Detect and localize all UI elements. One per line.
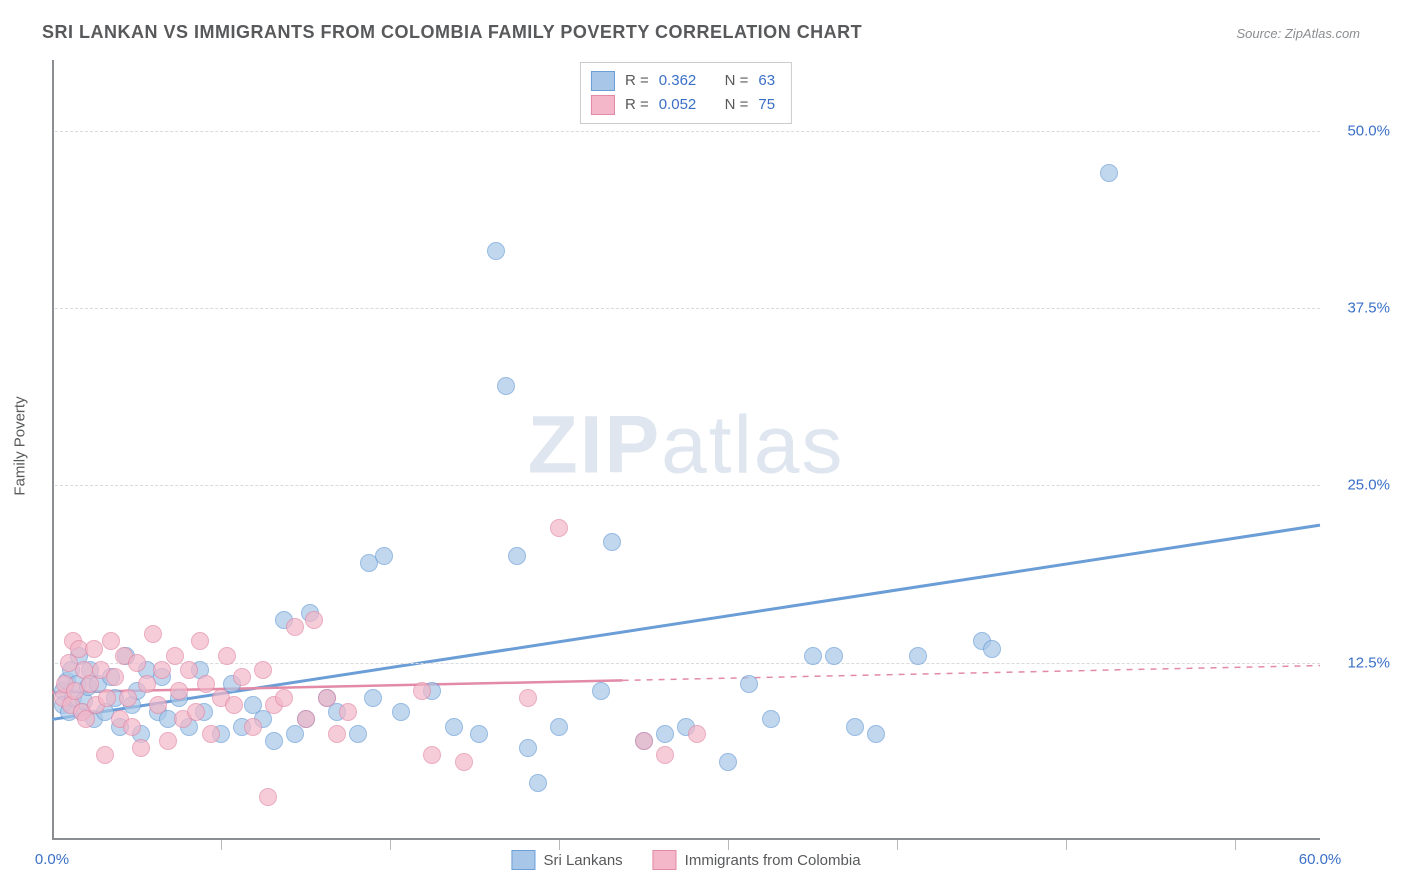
data-point-sri	[592, 682, 610, 700]
x-tick	[390, 840, 391, 850]
data-point-col	[286, 618, 304, 636]
data-point-sri	[265, 732, 283, 750]
data-point-col	[123, 718, 141, 736]
data-point-col	[218, 647, 236, 665]
data-point-sri	[983, 640, 1001, 658]
data-point-col	[656, 746, 674, 764]
data-point-sri	[508, 547, 526, 565]
plot-area: ZIPatlas R = 0.362 N = 63 R = 0.052 N = …	[52, 60, 1320, 840]
gridline	[55, 308, 1320, 309]
data-point-col	[96, 746, 114, 764]
x-tick	[1235, 840, 1236, 850]
data-point-col	[455, 753, 473, 771]
data-point-sri	[656, 725, 674, 743]
x-tick	[728, 840, 729, 850]
data-point-sri	[392, 703, 410, 721]
data-point-sri	[603, 533, 621, 551]
y-tick-label: 12.5%	[1330, 654, 1390, 671]
x-tick	[221, 840, 222, 850]
data-point-sri	[349, 725, 367, 743]
data-point-col	[149, 696, 167, 714]
x-tick	[559, 840, 560, 850]
series-legend-col: Immigrants from Colombia	[653, 850, 861, 870]
y-tick-label: 37.5%	[1330, 300, 1390, 317]
x-tick	[1066, 840, 1067, 850]
data-point-col	[305, 611, 323, 629]
x-min-label: 0.0%	[35, 851, 69, 868]
series-legend: Sri Lankans Immigrants from Colombia	[511, 850, 860, 870]
data-point-col	[688, 725, 706, 743]
data-point-sri	[375, 547, 393, 565]
data-point-col	[191, 632, 209, 650]
data-point-col	[233, 668, 251, 686]
data-point-sri	[497, 377, 515, 395]
x-tick	[897, 840, 898, 850]
data-point-col	[275, 689, 293, 707]
gridline	[55, 663, 1320, 664]
data-point-col	[202, 725, 220, 743]
data-point-sri	[529, 774, 547, 792]
data-point-col	[138, 675, 156, 693]
data-point-sri	[364, 689, 382, 707]
series-swatch-col	[653, 850, 677, 870]
data-point-col	[197, 675, 215, 693]
data-point-sri	[487, 242, 505, 260]
y-tick-label: 25.0%	[1330, 477, 1390, 494]
data-point-col	[128, 654, 146, 672]
data-point-col	[170, 682, 188, 700]
trend-line-col-dashed	[623, 666, 1320, 681]
y-axis-label: Family Poverty	[12, 396, 29, 495]
data-point-col	[159, 732, 177, 750]
data-point-sri	[825, 647, 843, 665]
data-point-col	[328, 725, 346, 743]
data-point-col	[244, 718, 262, 736]
data-point-sri	[719, 753, 737, 771]
data-point-sri	[740, 675, 758, 693]
data-point-col	[119, 689, 137, 707]
data-point-col	[259, 788, 277, 806]
data-point-col	[180, 661, 198, 679]
data-point-sri	[867, 725, 885, 743]
data-point-col	[85, 640, 103, 658]
data-point-col	[132, 739, 150, 757]
chart-title: SRI LANKAN VS IMMIGRANTS FROM COLOMBIA F…	[42, 22, 862, 43]
data-point-col	[98, 689, 116, 707]
data-point-col	[254, 661, 272, 679]
data-point-col	[225, 696, 243, 714]
gridline	[55, 485, 1320, 486]
data-point-col	[339, 703, 357, 721]
data-point-sri	[470, 725, 488, 743]
source-attribution: Source: ZipAtlas.com	[1236, 26, 1360, 41]
data-point-sri	[550, 718, 568, 736]
data-point-sri	[762, 710, 780, 728]
data-point-col	[423, 746, 441, 764]
data-point-sri	[846, 718, 864, 736]
data-point-col	[106, 668, 124, 686]
data-point-sri	[909, 647, 927, 665]
data-point-col	[635, 732, 653, 750]
data-point-col	[550, 519, 568, 537]
gridline	[55, 131, 1320, 132]
data-point-col	[413, 682, 431, 700]
data-point-col	[153, 661, 171, 679]
trend-line-sri	[52, 525, 1320, 719]
data-point-sri	[519, 739, 537, 757]
x-max-label: 60.0%	[1299, 851, 1342, 868]
data-point-sri	[1100, 164, 1118, 182]
data-point-col	[166, 647, 184, 665]
series-legend-sri: Sri Lankans	[511, 850, 622, 870]
data-point-col	[519, 689, 537, 707]
data-point-sri	[445, 718, 463, 736]
data-point-sri	[804, 647, 822, 665]
y-tick-label: 50.0%	[1330, 122, 1390, 139]
series-swatch-sri	[511, 850, 535, 870]
data-point-col	[187, 703, 205, 721]
data-point-col	[297, 710, 315, 728]
data-point-col	[318, 689, 336, 707]
data-point-col	[144, 625, 162, 643]
